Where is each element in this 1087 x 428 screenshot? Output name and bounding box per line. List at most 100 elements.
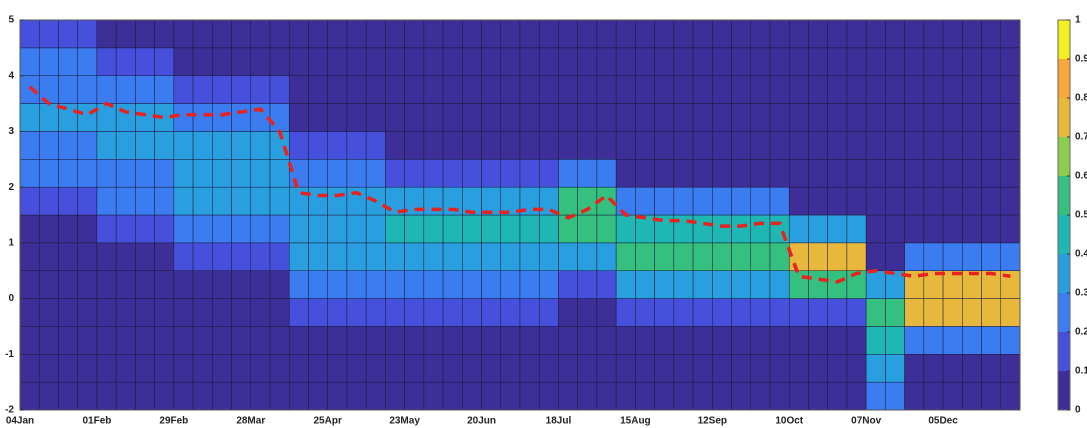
heatmap-cell (596, 354, 617, 383)
heatmap-cell (615, 19, 636, 49)
heatmap-cell (865, 381, 886, 411)
heatmap-cell (654, 270, 675, 299)
heatmap-cell (942, 47, 963, 76)
heatmap-cell (173, 75, 194, 104)
x-tick-label: 05Dec (928, 416, 958, 427)
x-tick-label: 07Nov (851, 416, 881, 427)
heatmap-cell (692, 103, 713, 132)
y-tick-label: 4 (8, 70, 14, 81)
heatmap-cell (19, 354, 40, 383)
heatmap-cell (692, 298, 713, 327)
heatmap-cell (385, 381, 405, 411)
heatmap-cell (673, 354, 694, 383)
heatmap-cell (923, 214, 944, 244)
heatmap-cell (865, 75, 886, 104)
colorbar-swatch (1058, 254, 1070, 293)
heatmap-cell (1000, 214, 1021, 244)
heatmap-cell (981, 19, 1002, 49)
heatmap-cell (635, 354, 655, 383)
x-tick-label: 25Apr (314, 416, 342, 427)
heatmap-cell (885, 298, 905, 327)
heatmap-cell (769, 159, 790, 188)
heatmap-cell (500, 131, 521, 160)
heatmap-cell (385, 242, 405, 271)
heatmap-cell (288, 326, 309, 355)
heatmap-cell (442, 326, 463, 355)
heatmap-cell (77, 103, 98, 132)
heatmap-cell (308, 186, 328, 216)
heatmap-cell (769, 131, 790, 160)
heatmap-cell (865, 326, 886, 355)
heatmap-cell (500, 354, 521, 383)
y-tick-label: 5 (8, 15, 14, 26)
heatmap-cell (19, 186, 40, 216)
heatmap-cell (327, 242, 348, 271)
heatmap-cell (327, 75, 348, 104)
heatmap-cell (269, 103, 290, 132)
heatmap-cell (19, 298, 40, 327)
heatmap-cell (442, 159, 463, 188)
heatmap-cell (154, 298, 175, 327)
heatmap-cell (77, 131, 98, 160)
heatmap-cell (596, 298, 617, 327)
heatmap-cell (308, 242, 328, 271)
heatmap-cell (173, 186, 194, 216)
heatmap-cell (635, 186, 655, 216)
heatmap-cell (827, 186, 848, 216)
heatmap-cell (923, 354, 944, 383)
heatmap-cell (385, 326, 405, 355)
heatmap-cell (385, 47, 405, 76)
heatmap-cell (538, 326, 559, 355)
heatmap-cell (212, 270, 232, 299)
heatmap-cell (808, 186, 828, 216)
heatmap-cell (519, 242, 540, 271)
heatmap-cell (442, 242, 463, 271)
heatmap-cell (462, 131, 482, 160)
heatmap-cell (77, 354, 98, 383)
colorbar-tick-label: 0.2 (1075, 327, 1087, 338)
heatmap-cell (19, 103, 40, 132)
heatmap-cell (308, 159, 328, 188)
heatmap-cell (750, 298, 771, 327)
heatmap-cell (462, 75, 482, 104)
heatmap-cell (923, 381, 944, 411)
heatmap-cell (173, 354, 194, 383)
heatmap-cell (231, 270, 252, 299)
heatmap-cell (596, 326, 617, 355)
heatmap-cell (96, 298, 117, 327)
heatmap-cell (19, 326, 40, 355)
heatmap-cell (404, 381, 425, 411)
heatmap-cell (750, 326, 771, 355)
heatmap-cell (231, 186, 252, 216)
heatmap-cell (923, 326, 944, 355)
heatmap-cell (192, 270, 213, 299)
heatmap-cell (462, 242, 482, 271)
heatmap-cell (346, 131, 367, 160)
heatmap-cell (635, 159, 655, 188)
heatmap-cell (827, 242, 848, 271)
heatmap-cell (827, 103, 848, 132)
heatmap-cell (731, 214, 752, 244)
heatmap-cell (58, 131, 78, 160)
heatmap-cell (577, 47, 598, 76)
heatmap-cell (500, 270, 521, 299)
heatmap-cell (308, 326, 328, 355)
heatmap-cell (692, 242, 713, 271)
heatmap-cell (577, 381, 598, 411)
heatmap-cell (769, 19, 790, 49)
heatmap-cell (462, 19, 482, 49)
heatmap-cell (462, 381, 482, 411)
heatmap-cell (38, 47, 59, 76)
heatmap-cell (865, 159, 886, 188)
heatmap-cell (788, 47, 809, 76)
heatmap-cell (981, 186, 1002, 216)
heatmap-cell (827, 270, 848, 299)
heatmap-cell (442, 103, 463, 132)
heatmap-cell (981, 103, 1002, 132)
heatmap-cell (365, 298, 386, 327)
heatmap-cell (731, 159, 752, 188)
heatmap-cell (712, 242, 732, 271)
heatmap-cell (346, 214, 367, 244)
heatmap-cell (519, 103, 540, 132)
heatmap-cell (19, 270, 40, 299)
